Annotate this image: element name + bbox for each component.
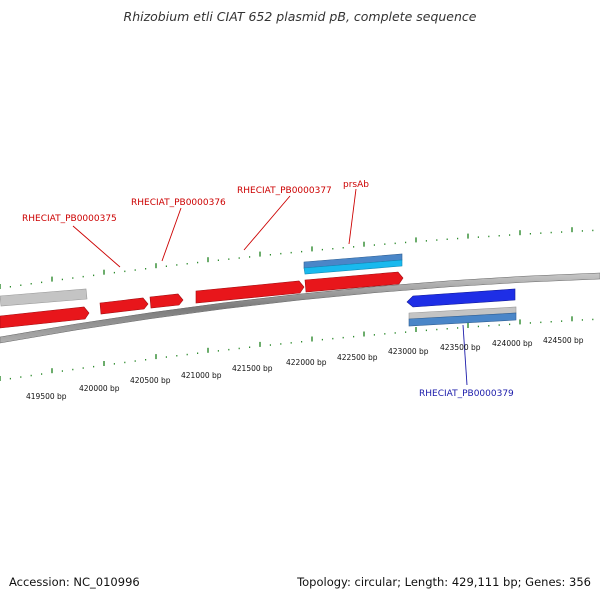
gene-label[interactable]: RHECIAT_PB0000379	[419, 389, 514, 399]
rna-feature-blue[interactable]	[408, 312, 517, 327]
gene-label[interactable]: RHECIAT_PB0000377	[237, 186, 332, 196]
label-leader-line	[72, 225, 121, 268]
gene-label[interactable]: RHECIAT_PB0000376	[131, 198, 226, 208]
gene-arrow-forward[interactable]	[195, 280, 305, 304]
gene-arrow-forward[interactable]	[99, 297, 149, 315]
label-leader-line	[161, 207, 182, 262]
genome-backbone	[0, 272, 600, 344]
rna-feature-cyan[interactable]	[303, 259, 403, 275]
scale-tick-label: 420500 bp	[130, 376, 171, 385]
outer-tick-row	[0, 227, 594, 289]
gene-arrow-reverse[interactable]	[406, 288, 516, 308]
summary-label: Topology: circular; Length: 429,111 bp; …	[297, 575, 591, 589]
pseudogene-feature[interactable]	[0, 288, 88, 307]
scale-tick-label: 421000 bp	[181, 371, 222, 380]
label-leader-line	[243, 195, 291, 251]
scale-tick-label: 420000 bp	[79, 384, 120, 393]
gene-arrow-forward[interactable]	[0, 306, 90, 329]
accession-label: Accession: NC_010996	[9, 575, 140, 589]
gene-label[interactable]: RHECIAT_PB0000375	[22, 214, 117, 224]
scale-tick-label: 421500 bp	[232, 364, 273, 373]
label-leader-line	[462, 324, 468, 386]
inner-tick-row	[0, 316, 594, 381]
scale-tick-label: 422500 bp	[337, 353, 378, 362]
scale-tick-label: 424500 bp	[543, 336, 584, 345]
gene-arrow-forward[interactable]	[304, 271, 404, 293]
gene-label[interactable]: prsAb	[343, 180, 369, 190]
gene-arrow-forward[interactable]	[149, 293, 184, 309]
label-leader-line	[348, 188, 357, 245]
scale-tick-label: 419500 bp	[26, 392, 67, 401]
scale-tick-label: 423500 bp	[440, 343, 481, 352]
scale-tick-label: 422000 bp	[286, 358, 327, 367]
scale-tick-label: 424000 bp	[492, 339, 533, 348]
scale-labels: 419500 bp 420000 bp 420500 bp 421000 bp …	[26, 336, 584, 401]
scale-tick-label: 423000 bp	[388, 347, 429, 356]
map-title: Rhizobium etli CIAT 652 plasmid pB, comp…	[123, 9, 477, 24]
